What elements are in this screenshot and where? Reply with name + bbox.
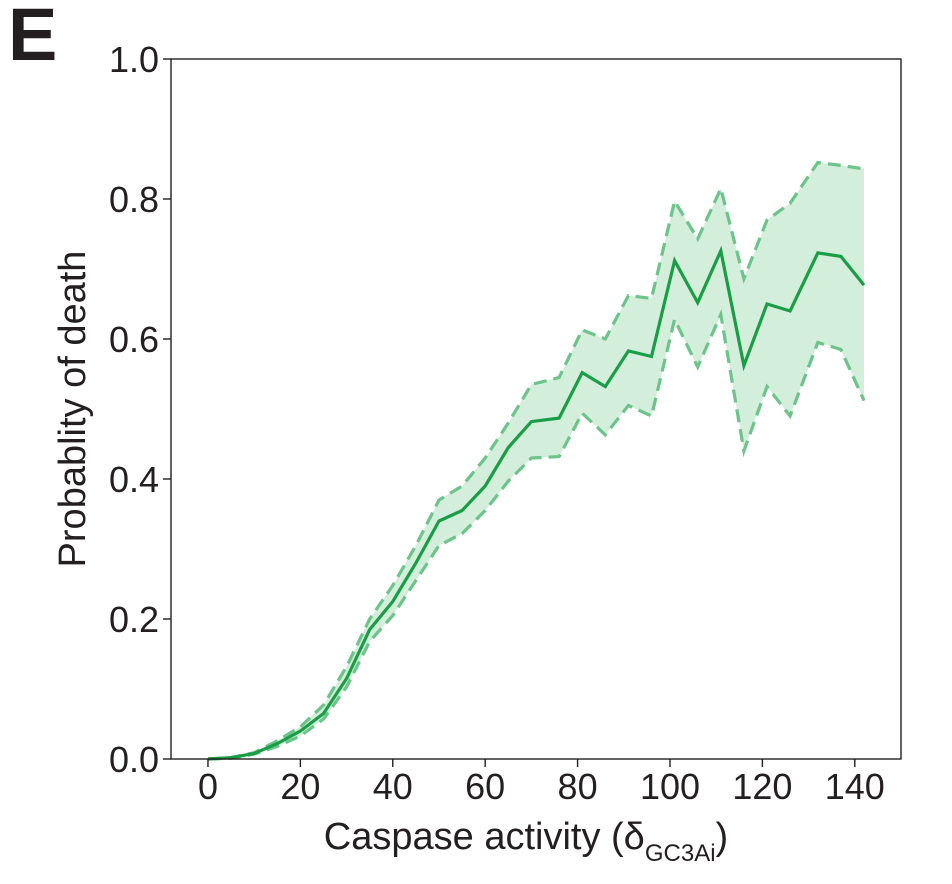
series-line-layer [207, 160, 866, 761]
upper-bound-line [207, 160, 865, 761]
x-axis-label-close: ) [716, 816, 729, 858]
x-axis: 0 20 40 60 80 100 120 140 [198, 759, 885, 807]
x-tick-label: 100 [640, 766, 700, 807]
lower-bound-line [207, 308, 866, 761]
x-tick-label: 60 [465, 766, 505, 807]
y-tick-label: 1.0 [109, 39, 159, 80]
plot-frame [170, 58, 902, 760]
y-tick-label: 0.8 [109, 179, 159, 220]
y-axis: 0.0 0.2 0.4 0.6 0.8 1.0 [109, 39, 171, 780]
confidence-band-layer [208, 162, 864, 760]
y-tick-label: 0.0 [109, 739, 159, 780]
x-tick-label: 0 [198, 766, 218, 807]
x-tick-label: 80 [558, 766, 598, 807]
x-tick-label: 140 [825, 766, 885, 807]
y-tick-label: 0.4 [109, 459, 159, 500]
confidence-band [208, 162, 864, 760]
panel-label: E [8, 0, 58, 76]
y-tick-label: 0.6 [109, 319, 159, 360]
x-tick-label: 20 [280, 766, 320, 807]
y-axis-label: Probablity of death [52, 251, 94, 568]
x-axis-label-subscript: GC3Ai [645, 840, 716, 867]
x-axis-label-main: Caspase activity (δ [324, 816, 645, 858]
x-tick-label: 120 [732, 766, 792, 807]
x-axis-label: Caspase activity (δGC3Ai) [324, 816, 728, 867]
x-tick-label: 40 [373, 766, 413, 807]
mean-line [207, 245, 866, 761]
y-tick-label: 0.2 [109, 599, 159, 640]
